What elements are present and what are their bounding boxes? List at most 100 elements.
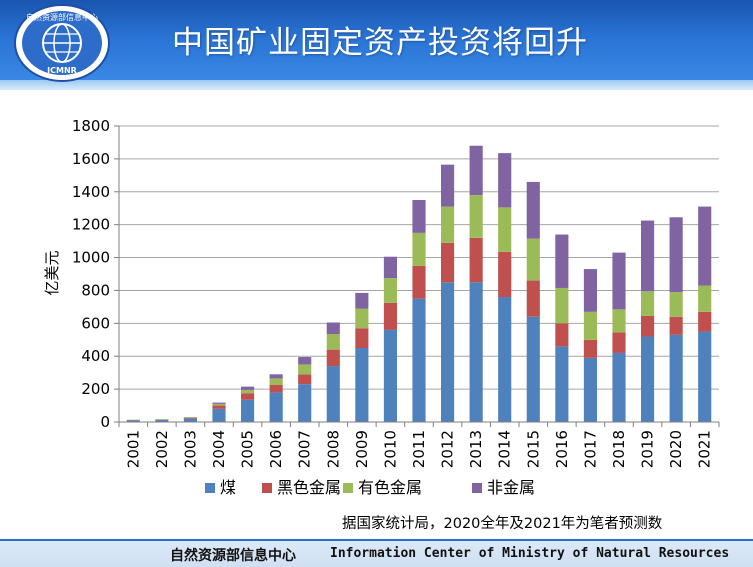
bar-segment-nonmetal-2010: [384, 257, 397, 278]
legend-swatch-nonmetal: [472, 483, 482, 493]
legend-swatch-coal: [205, 483, 215, 493]
bar-segment-ferrous-2016: [555, 323, 568, 346]
title-banner-stripe: [0, 80, 753, 90]
bar-segment-nonferrous-2014: [498, 207, 511, 251]
source-note: 据国家统计局，2020全年及2021年为笔者预测数: [342, 512, 742, 534]
bar-segment-nonferrous-2017: [584, 312, 597, 340]
bar-segment-nonferrous-2006: [270, 378, 283, 385]
footer-bar: 自然资源部信息中心 Information Center of Ministry…: [0, 539, 753, 567]
bar-segment-ferrous-2009: [355, 328, 368, 348]
x-tick-label: 2014: [496, 430, 514, 468]
bar-segment-coal-2007: [298, 384, 311, 422]
legend-label-nonmetal: 非金属: [487, 478, 535, 497]
y-tick-label: 1800: [72, 117, 110, 135]
bar-segment-nonferrous-2005: [241, 390, 254, 393]
legend-swatch-nonferrous: [343, 483, 353, 493]
bar-segment-nonferrous-2009: [355, 309, 368, 329]
bar-segment-ferrous-2021: [698, 312, 711, 332]
footer-org-name-cn: 自然资源部信息中心: [170, 545, 296, 565]
legend-label-coal: 煤: [220, 478, 236, 497]
footer-org-name-en: Information Center of Ministry of Natura…: [330, 546, 729, 561]
y-tick-label: 0: [100, 413, 110, 431]
x-tick-label: 2019: [639, 430, 657, 468]
bar-segment-nonferrous-2010: [384, 278, 397, 303]
legend-swatch-ferrous: [262, 483, 272, 493]
y-tick-label: 1000: [72, 249, 110, 267]
bar-segment-nonmetal-2009: [355, 293, 368, 309]
bar-segment-nonferrous-2012: [441, 207, 454, 243]
y-tick-label: 200: [81, 380, 110, 398]
x-tick-label: 2002: [153, 430, 171, 468]
legend-label-ferrous: 黑色金属: [277, 478, 341, 497]
x-tick-label: 2018: [610, 430, 628, 468]
bar-segment-nonferrous-2018: [612, 309, 625, 332]
x-tick-label: 2015: [524, 430, 542, 468]
x-tick-label: 2013: [467, 430, 485, 468]
bar-segment-ferrous-2010: [384, 303, 397, 330]
bar-segment-ferrous-2007: [298, 374, 311, 384]
bar-segment-coal-2016: [555, 346, 568, 422]
bar-segment-coal-2012: [441, 282, 454, 422]
bar-segment-coal-2006: [270, 392, 283, 422]
x-tick-label: 2020: [667, 430, 685, 468]
x-tick-label: 2003: [181, 430, 199, 468]
y-axis-label: 亿美元: [43, 250, 61, 295]
x-tick-label: 2008: [324, 430, 342, 468]
bar-segment-ferrous-2013: [470, 238, 483, 282]
x-tick-label: 2010: [381, 430, 399, 468]
bar-segment-nonmetal-2004: [212, 403, 225, 404]
page-title: 中国矿业固定资产投资将回升: [120, 18, 640, 68]
bar-segment-coal-2005: [241, 400, 254, 422]
x-tick-label: 2007: [296, 430, 314, 468]
bar-segment-ferrous-2014: [498, 252, 511, 297]
icmnr-logo: 自然资源部信息中心 ICMNR: [12, 3, 112, 83]
x-tick-label: 2004: [210, 430, 228, 468]
y-tick-label: 600: [81, 314, 110, 332]
bar-segment-nonmetal-2011: [412, 200, 425, 233]
bar-segment-ferrous-2008: [327, 350, 340, 366]
bar-segment-nonmetal-2018: [612, 253, 625, 310]
bar-segment-coal-2021: [698, 332, 711, 422]
bar-segment-nonferrous-2011: [412, 233, 425, 266]
bar-segment-coal-2011: [412, 299, 425, 422]
x-tick-label: 2005: [239, 430, 257, 468]
bar-segment-nonmetal-2021: [698, 207, 711, 286]
bar-segment-nonferrous-2007: [298, 364, 311, 374]
x-tick-label: 2021: [696, 430, 714, 468]
bar-segment-coal-2018: [612, 353, 625, 422]
x-tick-label: 2009: [353, 430, 371, 468]
bar-segment-coal-2009: [355, 348, 368, 422]
x-tick-label: 2006: [267, 430, 285, 468]
bar-segment-nonferrous-2013: [470, 195, 483, 238]
bar-segment-nonferrous-2016: [555, 288, 568, 323]
svg-text:ICMNR: ICMNR: [47, 66, 77, 75]
bar-segment-ferrous-2018: [612, 332, 625, 353]
y-tick-label: 400: [81, 347, 110, 365]
bar-segment-nonferrous-2015: [527, 239, 540, 281]
y-tick-label: 1200: [72, 216, 110, 234]
x-tick-label: 2016: [553, 430, 571, 468]
x-tick-label: 2011: [410, 430, 428, 468]
x-tick-label: 2001: [124, 430, 142, 468]
bar-segment-ferrous-2017: [584, 340, 597, 358]
y-tick-label: 800: [81, 281, 110, 299]
y-tick-label: 1600: [72, 150, 110, 168]
bar-segment-nonmetal-2007: [298, 357, 311, 364]
bar-segment-coal-2004: [212, 409, 225, 422]
bar-segment-nonferrous-2004: [212, 404, 225, 406]
chart-bars: [127, 146, 712, 422]
bar-segment-ferrous-2003: [184, 418, 197, 419]
bar-segment-ferrous-2011: [412, 266, 425, 299]
x-tick-label: 2012: [439, 430, 457, 468]
bar-segment-coal-2014: [498, 297, 511, 422]
bar-segment-nonferrous-2008: [327, 334, 340, 350]
bar-segment-coal-2020: [670, 335, 683, 422]
bar-segment-ferrous-2006: [270, 385, 283, 392]
svg-text:自然资源部信息中心: 自然资源部信息中心: [26, 12, 98, 22]
bar-segment-coal-2013: [470, 282, 483, 422]
bar-segment-coal-2010: [384, 330, 397, 422]
bar-segment-nonferrous-2020: [670, 292, 683, 317]
bar-segment-ferrous-2019: [641, 316, 654, 337]
chart-legend: 煤黑色金属有色金属非金属: [205, 478, 535, 497]
